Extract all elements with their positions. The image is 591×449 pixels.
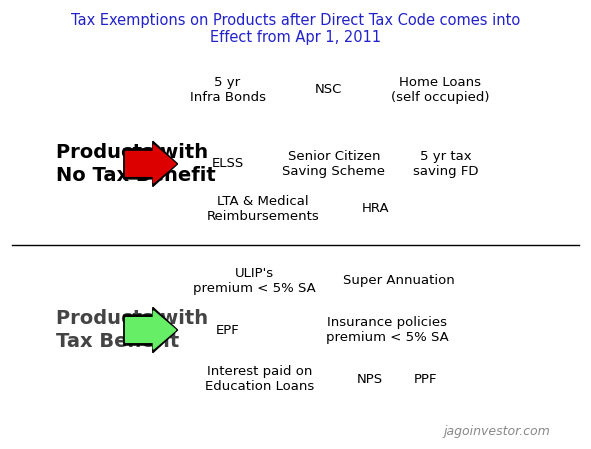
Text: Home Loans
(self occupied): Home Loans (self occupied): [391, 76, 489, 104]
Text: Products with
No Tax Benefit: Products with No Tax Benefit: [56, 143, 216, 185]
Text: Interest paid on
Education Loans: Interest paid on Education Loans: [206, 365, 314, 393]
Text: EPF: EPF: [216, 324, 239, 336]
FancyArrow shape: [125, 145, 176, 183]
FancyArrow shape: [124, 307, 177, 353]
Text: HRA: HRA: [362, 202, 389, 215]
Text: ULIP's
premium < 5% SA: ULIP's premium < 5% SA: [193, 267, 316, 295]
Text: Super Annuation: Super Annuation: [343, 274, 455, 287]
Text: LTA & Medical
Reimbursements: LTA & Medical Reimbursements: [207, 195, 319, 223]
Text: Products with
Tax Benefit: Products with Tax Benefit: [56, 309, 208, 351]
Text: PPF: PPF: [414, 373, 437, 386]
Text: Tax Exemptions on Products after Direct Tax Code comes into: Tax Exemptions on Products after Direct …: [71, 13, 520, 28]
Text: ELSS: ELSS: [212, 158, 243, 170]
Text: NPS: NPS: [356, 373, 382, 386]
Text: 5 yr tax
saving FD: 5 yr tax saving FD: [414, 150, 479, 178]
Text: Senior Citizen
Saving Scheme: Senior Citizen Saving Scheme: [282, 150, 385, 178]
Text: NSC: NSC: [314, 84, 342, 96]
FancyArrow shape: [125, 311, 176, 349]
Text: 5 yr
Infra Bonds: 5 yr Infra Bonds: [190, 76, 265, 104]
Text: Effect from Apr 1, 2011: Effect from Apr 1, 2011: [210, 30, 381, 45]
FancyArrow shape: [124, 141, 177, 187]
Text: jagoinvestor.com: jagoinvestor.com: [443, 425, 550, 438]
Text: Insurance policies
premium < 5% SA: Insurance policies premium < 5% SA: [326, 316, 449, 344]
